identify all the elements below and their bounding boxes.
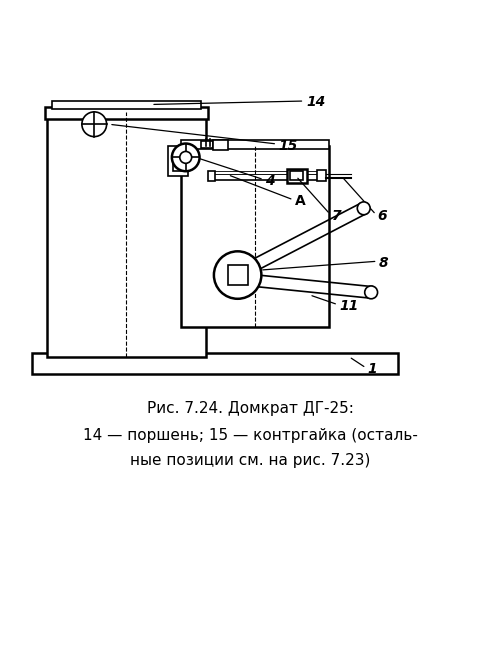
Bar [317,170,326,181]
Text: 4: 4 [265,174,274,188]
Circle shape [358,202,370,215]
Circle shape [82,112,106,136]
Text: 6: 6 [378,209,387,223]
Bar [213,140,228,151]
Text: ные позиции см. на рис. 7.23): ные позиции см. на рис. 7.23) [130,453,370,468]
Text: Рис. 7.24. Домкрат ДГ-25:: Рис. 7.24. Домкрат ДГ-25: [146,401,354,416]
Text: 7: 7 [332,209,341,223]
Circle shape [364,286,378,299]
Bar [181,140,329,149]
Bar [48,114,205,357]
Text: 1: 1 [368,363,378,376]
Bar [290,171,304,180]
Text: 15: 15 [278,138,298,153]
Bar [200,141,213,149]
Bar [181,147,329,327]
Bar [168,147,188,176]
Bar [287,169,307,182]
Bar [228,265,248,285]
Text: 8: 8 [379,256,388,270]
Bar [174,160,184,171]
Bar [210,171,319,174]
Text: A: A [294,195,305,208]
Text: 14 — поршень; 15 — контргайка (осталь-: 14 — поршень; 15 — контргайка (осталь- [82,428,417,443]
Bar [45,107,208,119]
Text: 14: 14 [307,95,326,109]
Bar [208,171,216,180]
Circle shape [172,143,200,171]
Bar [52,101,201,110]
Bar [210,174,319,180]
Text: 11: 11 [339,299,358,313]
Circle shape [214,251,262,299]
Circle shape [180,151,192,164]
Bar [32,353,398,374]
